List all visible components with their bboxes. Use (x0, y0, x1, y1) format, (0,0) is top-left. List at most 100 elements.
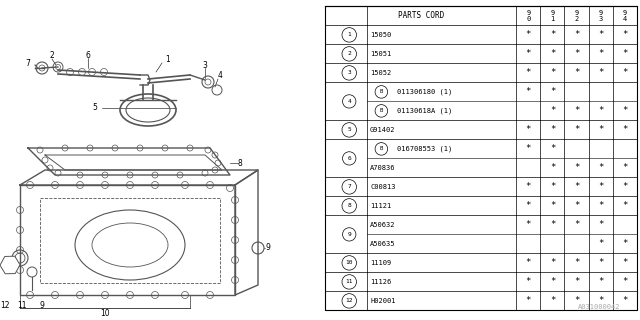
Text: *: * (598, 30, 604, 39)
Text: *: * (525, 296, 531, 305)
Text: 11109: 11109 (370, 260, 392, 266)
Text: 11: 11 (346, 279, 353, 284)
Text: *: * (550, 144, 555, 153)
Text: 11126: 11126 (370, 279, 392, 285)
Text: *: * (574, 277, 579, 286)
Text: *: * (525, 125, 531, 134)
Text: H02001: H02001 (370, 298, 396, 304)
Text: *: * (598, 201, 604, 211)
Text: 01130618A (1): 01130618A (1) (397, 108, 452, 114)
Text: *: * (622, 258, 627, 268)
Text: A70836: A70836 (370, 165, 396, 171)
Circle shape (375, 143, 388, 155)
Text: *: * (525, 258, 531, 268)
Text: A50632: A50632 (370, 222, 396, 228)
Bar (40, 198, 220, 283)
Text: 3: 3 (203, 60, 207, 69)
Circle shape (342, 66, 356, 80)
Text: *: * (525, 277, 531, 286)
Text: *: * (550, 182, 555, 191)
Text: *: * (525, 87, 531, 96)
Text: B: B (380, 147, 383, 151)
Text: *: * (598, 68, 604, 77)
Text: *: * (598, 239, 604, 248)
Text: *: * (598, 296, 604, 305)
Circle shape (342, 275, 356, 289)
Circle shape (375, 86, 388, 98)
Text: 1: 1 (166, 55, 170, 65)
Text: 3: 3 (348, 70, 351, 76)
Text: 2: 2 (50, 52, 54, 60)
Text: 9: 9 (40, 300, 44, 309)
Text: 8: 8 (238, 158, 243, 167)
Text: *: * (550, 125, 555, 134)
Circle shape (375, 105, 388, 117)
Text: 5: 5 (93, 103, 97, 113)
Text: A031000042: A031000042 (579, 304, 621, 310)
Text: 9
3: 9 3 (598, 10, 603, 21)
Text: *: * (550, 277, 555, 286)
Text: 6: 6 (348, 156, 351, 161)
Text: B: B (380, 108, 383, 113)
Text: *: * (598, 49, 604, 58)
Text: 9
4: 9 4 (623, 10, 627, 21)
Text: *: * (598, 277, 604, 286)
Text: G91402: G91402 (370, 127, 396, 133)
Text: *: * (525, 49, 531, 58)
Text: 10: 10 (100, 308, 110, 317)
Text: 9
2: 9 2 (575, 10, 579, 21)
Text: 11: 11 (17, 300, 27, 309)
Text: *: * (525, 144, 531, 153)
Text: *: * (598, 182, 604, 191)
Text: 15050: 15050 (370, 32, 392, 38)
Text: *: * (622, 164, 627, 172)
Text: 9: 9 (348, 232, 351, 237)
Text: 9: 9 (265, 244, 270, 252)
Text: *: * (574, 182, 579, 191)
Text: *: * (622, 296, 627, 305)
Text: *: * (574, 164, 579, 172)
Text: *: * (574, 106, 579, 116)
Text: *: * (550, 87, 555, 96)
Circle shape (342, 180, 356, 194)
Text: A50635: A50635 (370, 241, 396, 247)
Text: *: * (622, 125, 627, 134)
Text: 7: 7 (26, 59, 31, 68)
Text: 9
1: 9 1 (550, 10, 555, 21)
Text: *: * (622, 30, 627, 39)
Text: 2: 2 (348, 52, 351, 56)
Text: 011306180 (1): 011306180 (1) (397, 89, 452, 95)
Text: *: * (598, 258, 604, 268)
Text: 9
0: 9 0 (526, 10, 531, 21)
Text: *: * (574, 220, 579, 229)
Text: *: * (550, 220, 555, 229)
Text: *: * (525, 30, 531, 39)
Circle shape (342, 28, 356, 42)
Text: *: * (550, 68, 555, 77)
Bar (20, 185, 235, 295)
Text: 15051: 15051 (370, 51, 392, 57)
Text: 7: 7 (348, 184, 351, 189)
Text: *: * (598, 125, 604, 134)
Text: *: * (525, 201, 531, 211)
Text: *: * (550, 164, 555, 172)
Text: 11121: 11121 (370, 203, 392, 209)
Text: 1: 1 (348, 32, 351, 37)
Text: *: * (550, 296, 555, 305)
Circle shape (342, 228, 356, 241)
Circle shape (342, 294, 356, 308)
Text: *: * (574, 30, 579, 39)
Text: *: * (622, 201, 627, 211)
Circle shape (342, 256, 356, 270)
Text: *: * (574, 201, 579, 211)
Text: *: * (550, 201, 555, 211)
Text: *: * (622, 182, 627, 191)
Text: *: * (574, 258, 579, 268)
Text: 12: 12 (0, 300, 10, 309)
Text: *: * (622, 49, 627, 58)
Circle shape (342, 47, 356, 61)
Text: *: * (574, 296, 579, 305)
Text: 4: 4 (218, 70, 223, 79)
Text: 8: 8 (348, 204, 351, 208)
Text: *: * (525, 220, 531, 229)
